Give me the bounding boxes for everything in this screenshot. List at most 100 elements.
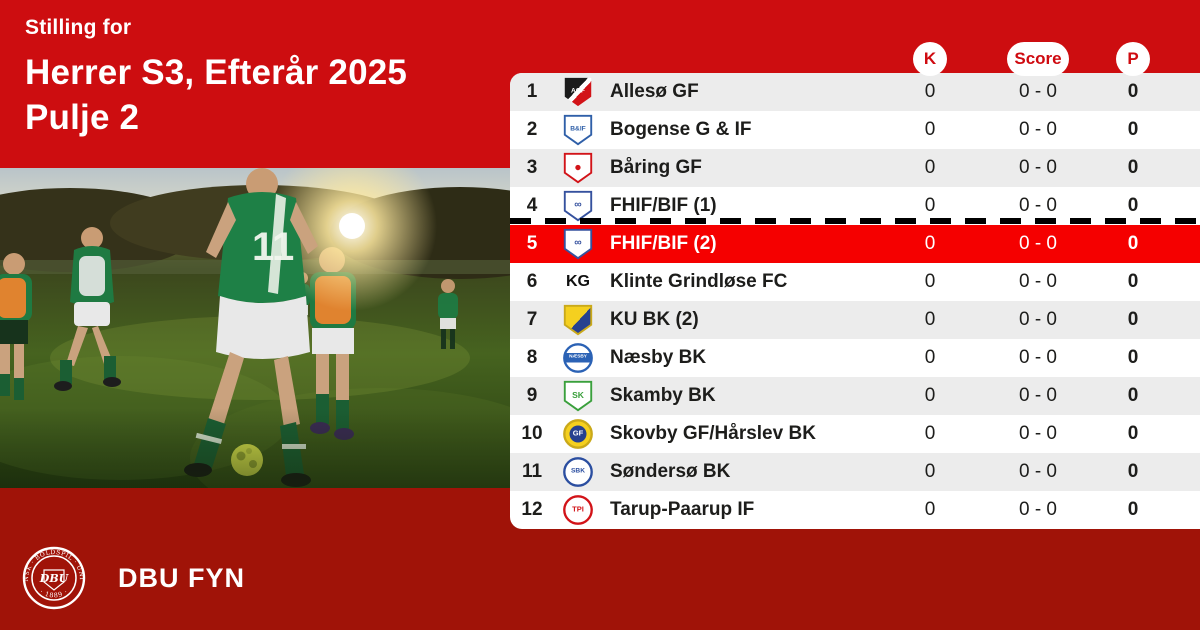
crest-year-text: · 1889 · <box>38 588 68 600</box>
matches-value: 0 <box>924 423 936 444</box>
points-value: 0 <box>1127 195 1139 216</box>
brand-name: DBU FYN <box>118 562 245 593</box>
position-number: 4 <box>526 195 538 216</box>
column-header-score: Score <box>1007 42 1069 76</box>
points-value: 0 <box>1127 271 1139 292</box>
matches-value: 0 <box>924 347 936 368</box>
club-name: Tarup-Paarup IF <box>610 499 755 520</box>
club-logo-icon: ● <box>554 151 602 185</box>
table-row: 4 ∞ FHIF/BIF (1) 0 0 - 0 0 <box>510 187 1200 225</box>
dbu-crest-logo: DANSK · BOLDSPIL · UNION · 1889 · DBU <box>22 546 86 610</box>
svg-text:SBK: SBK <box>571 468 585 475</box>
points-value: 0 <box>1127 347 1139 368</box>
qualification-divider-line <box>510 218 1200 224</box>
table-row: 1 AGF Allesø GF 0 0 - 0 0 <box>510 73 1200 111</box>
footer-brand: DANSK · BOLDSPIL · UNION · 1889 · DBU DB… <box>22 546 245 610</box>
position-number: 9 <box>526 385 538 406</box>
matches-value: 0 <box>924 157 936 178</box>
svg-text:SK: SK <box>572 390 585 400</box>
score-value: 0 - 0 <box>1018 157 1058 178</box>
score-value: 0 - 0 <box>1018 499 1058 520</box>
points-value: 0 <box>1127 499 1139 520</box>
club-name: Næsby BK <box>610 347 707 368</box>
club-name: Bogense G & IF <box>610 119 752 140</box>
points-value: 0 <box>1127 81 1139 102</box>
score-value: 0 - 0 <box>1018 233 1058 254</box>
club-logo-icon: SK <box>554 379 602 413</box>
score-value: 0 - 0 <box>1018 309 1058 330</box>
club-name: KU BK (2) <box>610 309 699 330</box>
table-row: 7 KU BK (2) 0 0 - 0 0 <box>510 301 1200 339</box>
score-value: 0 - 0 <box>1018 461 1058 482</box>
score-value: 0 - 0 <box>1018 119 1058 140</box>
club-logo-icon: B&IF <box>554 113 602 147</box>
position-number: 11 <box>521 461 543 482</box>
score-value: 0 - 0 <box>1018 423 1058 444</box>
pool-subtitle: Pulje 2 <box>25 98 140 137</box>
table-row: 12 TPI Tarup-Paarup IF 0 0 - 0 0 <box>510 491 1200 529</box>
matches-value: 0 <box>924 499 936 520</box>
svg-text:· 1889 ·: · 1889 · <box>38 588 69 600</box>
club-name: FHIF/BIF (2) <box>610 233 717 254</box>
crest-center-text: DBU <box>39 572 70 585</box>
table-row: 11 SBK Søndersø BK 0 0 - 0 0 <box>510 453 1200 491</box>
svg-text:AGF: AGF <box>571 88 585 95</box>
matches-value: 0 <box>924 461 936 482</box>
svg-text:KG: KG <box>566 272 590 290</box>
matches-value: 0 <box>924 309 936 330</box>
club-logo-icon: ∞ <box>554 189 602 223</box>
club-logo-icon: AGF <box>554 75 602 109</box>
svg-text:●: ● <box>574 160 581 174</box>
matches-value: 0 <box>924 195 936 216</box>
table-row: 5 ∞ FHIF/BIF (2) 0 0 - 0 0 <box>510 218 1200 263</box>
club-name: Allesø GF <box>610 81 699 102</box>
column-header-matches: K <box>913 42 947 76</box>
score-value: 0 - 0 <box>1018 81 1058 102</box>
position-number: 8 <box>526 347 538 368</box>
club-logo-icon: TPI <box>554 493 602 527</box>
svg-text:11: 11 <box>252 225 294 269</box>
club-logo-icon: GF <box>554 417 602 451</box>
club-name: Skovby GF/Hårslev BK <box>610 423 816 444</box>
score-value: 0 - 0 <box>1018 271 1058 292</box>
position-number: 7 <box>526 309 538 330</box>
points-value: 0 <box>1127 233 1139 254</box>
table-row: 3 ● Båring GF 0 0 - 0 0 <box>510 149 1200 187</box>
svg-text:∞: ∞ <box>574 238 581 249</box>
position-number: 5 <box>526 233 538 254</box>
svg-text:GF: GF <box>573 429 584 438</box>
club-logo-icon <box>554 303 602 337</box>
position-number: 6 <box>526 271 538 292</box>
position-number: 2 <box>526 119 538 140</box>
points-value: 0 <box>1127 119 1139 140</box>
standings-table: 1 AGF Allesø GF 0 0 - 0 0 2 B&IF Bogense… <box>510 73 1200 529</box>
table-row: 2 B&IF Bogense G & IF 0 0 - 0 0 <box>510 111 1200 149</box>
club-name: FHIF/BIF (1) <box>610 195 717 216</box>
svg-text:∞: ∞ <box>574 200 581 211</box>
matches-value: 0 <box>924 385 936 406</box>
club-logo-icon: KG <box>554 265 602 299</box>
svg-text:NÆSBY: NÆSBY <box>569 354 588 360</box>
club-name: Klinte Grindløse FC <box>610 271 788 292</box>
club-name: Søndersø BK <box>610 461 731 482</box>
score-value: 0 - 0 <box>1018 347 1058 368</box>
matches-value: 0 <box>924 271 936 292</box>
matches-value: 0 <box>924 233 936 254</box>
points-value: 0 <box>1127 461 1139 482</box>
score-value: 0 - 0 <box>1018 385 1058 406</box>
hero-photo: 11 <box>0 168 510 488</box>
header: Stilling for Herrer S3, Efterår 2025 Pul… <box>25 16 407 140</box>
club-logo-icon: ∞ <box>554 227 602 261</box>
svg-text:B&IF: B&IF <box>570 126 585 133</box>
position-number: 12 <box>521 499 543 520</box>
position-number: 3 <box>526 157 538 178</box>
matches-value: 0 <box>924 119 936 140</box>
table-row: 6 KG Klinte Grindløse FC 0 0 - 0 0 <box>510 263 1200 301</box>
club-name: Skamby BK <box>610 385 716 406</box>
matches-value: 0 <box>924 81 936 102</box>
column-header-points: P <box>1116 42 1150 76</box>
club-logo-icon: SBK <box>554 455 602 489</box>
points-value: 0 <box>1127 309 1139 330</box>
season-title: Herrer S3, Efterår 2025 <box>25 53 408 92</box>
